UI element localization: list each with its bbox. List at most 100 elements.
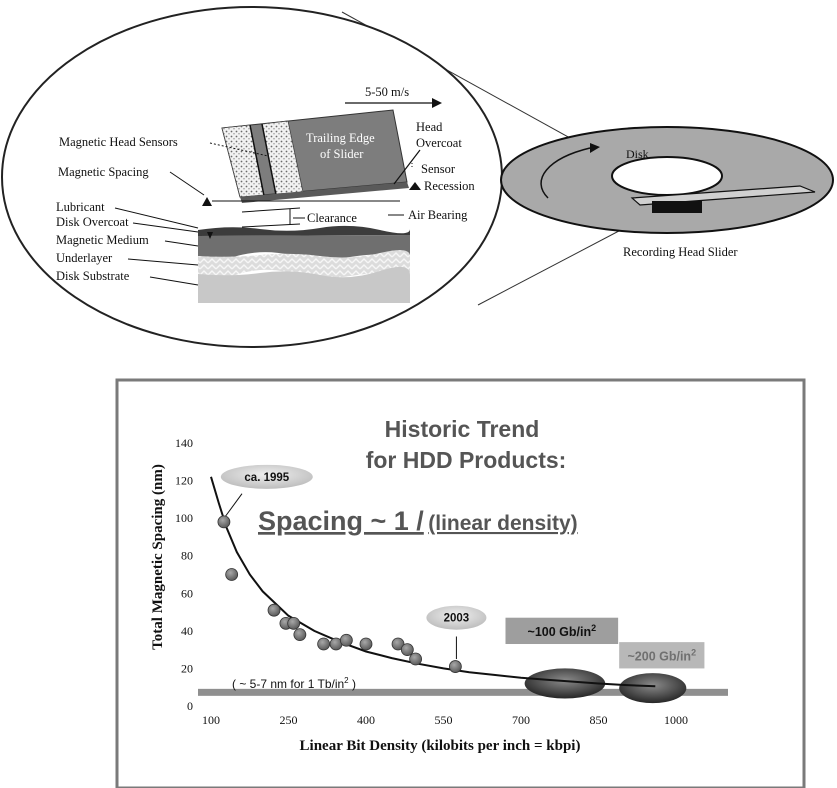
- data-point: [217, 515, 231, 529]
- disk-overcoat-label: Disk Overcoat: [56, 215, 129, 229]
- zoom-line-bottom: [477, 221, 637, 306]
- actuator-arm: [630, 185, 816, 206]
- x-tick-label: 850: [590, 713, 608, 727]
- underlayer-leader: [127, 258, 199, 266]
- disk-illustration: Disk: [500, 126, 834, 234]
- y-axis-label: Total Magnetic Spacing (nm): [150, 464, 166, 650]
- air-bearing-label: Air Bearing: [408, 208, 468, 222]
- spacing-leader: [169, 171, 205, 196]
- projection-box: [505, 617, 619, 645]
- x-tick-label: 400: [357, 713, 375, 727]
- disk-substrate-label: Disk Substrate: [56, 269, 130, 283]
- recession-label: Recession: [424, 179, 475, 193]
- formula-main: Spacing ~ 1 /: [258, 506, 424, 536]
- data-point: [225, 568, 239, 581]
- head-overcoat-label-2: Overcoat: [416, 136, 462, 150]
- recording-head-slider-label: Recording Head Slider: [623, 245, 738, 259]
- annotation-label: 2003: [444, 613, 470, 625]
- x-tick-label: 550: [435, 713, 453, 727]
- annotation-label: ca. 1995: [244, 472, 289, 484]
- disk-rotation-arrow-icon: [540, 147, 591, 199]
- projection-label-superscript: 2: [591, 623, 596, 633]
- magnetic-medium-label: Magnetic Medium: [56, 233, 149, 247]
- lubricant-layer: [198, 225, 410, 236]
- baseline-bar: [198, 688, 728, 696]
- data-point: [391, 637, 405, 651]
- data-point: [409, 652, 423, 666]
- formula-text: Spacing ~ 1 / (linear density): [258, 506, 578, 536]
- x-tick-label: 250: [280, 713, 298, 727]
- data-point: [359, 637, 373, 651]
- y-tick-label: 0: [187, 699, 193, 713]
- baseline-label-close: ): [349, 677, 356, 691]
- trend-curve: [210, 476, 656, 688]
- x-tick-label: 100: [202, 713, 220, 727]
- projection-ellipse: [524, 668, 606, 699]
- chart-title-line1: Historic Trend: [385, 416, 540, 442]
- sensor-gap-line-2: [261, 123, 277, 196]
- x-tick-label: 700: [512, 713, 530, 727]
- recession-arrow-icon: [409, 182, 421, 190]
- sensor-gap-line: [249, 124, 265, 197]
- slider-block: [652, 201, 702, 213]
- clearance-top: [241, 207, 301, 213]
- spacing-arrow-up-icon: [202, 197, 212, 206]
- slider: Trailing Edge of Slider: [221, 109, 409, 203]
- velocity-label: 5-50 m/s: [365, 85, 409, 99]
- y-tick-label: 20: [181, 661, 193, 675]
- projection-label: ~200 Gb/in2: [627, 647, 696, 663]
- projection-ellipse: [619, 673, 687, 704]
- substrate-layer: [198, 266, 410, 303]
- projection-box: [619, 642, 705, 669]
- chart-panel: 0 20 40 60 80 100 120 140 100 250 400 550 700 850 1000…: [115, 378, 806, 788]
- x-tick-label: 1000: [664, 713, 688, 727]
- data-point: [339, 633, 353, 647]
- projection-label-superscript: 2: [691, 647, 696, 657]
- sensors-leader: [209, 142, 269, 157]
- clearance-label: Clearance: [307, 211, 357, 225]
- disk-label: Disk: [626, 147, 649, 161]
- underlayer-layer: [198, 250, 410, 283]
- data-point: [448, 660, 462, 673]
- trailing-edge-label-2: of Slider: [320, 147, 364, 161]
- substrate-leader: [149, 276, 199, 286]
- y-tick-label: 100: [175, 511, 193, 525]
- y-tick-label: 120: [175, 474, 193, 488]
- annotation-bubble: [220, 464, 313, 489]
- x-axis-label: Linear Bit Density (kilobits per inch = …: [300, 738, 581, 754]
- head-overcoat-label-1: Head: [416, 120, 443, 134]
- trailing-edge-label-1: Trailing Edge: [306, 131, 375, 145]
- magnetic-medium-layer: [198, 235, 410, 263]
- chart-plot: 0 20 40 60 80 100 120 140 100 250 400 550 700 850 1000…: [175, 436, 728, 727]
- data-point: [267, 603, 281, 617]
- lubricant-leader: [114, 207, 199, 229]
- overcoat-leader: [393, 149, 421, 185]
- formula-tail: (linear density): [428, 512, 577, 535]
- lubricant-label: Lubricant: [56, 200, 105, 214]
- annotation-bubble: [426, 605, 487, 630]
- disk-hole: [611, 156, 723, 196]
- underlayer-label: Underlayer: [56, 251, 113, 265]
- annotation-pointer: [225, 493, 243, 517]
- y-tick-label: 40: [181, 624, 193, 638]
- data-point: [287, 616, 301, 630]
- chart-frame: [115, 378, 806, 788]
- velocity-arrowhead-icon: [432, 98, 442, 108]
- magnetic-spacing-label: Magnetic Spacing: [58, 165, 149, 179]
- y-tick-label: 140: [175, 436, 193, 450]
- y-tick-label: 60: [181, 586, 193, 600]
- baseline-label: ( ~ 5-7 nm for 1 Tb/in2 ): [232, 676, 356, 691]
- data-point: [293, 628, 307, 642]
- projection-label: ~100 Gb/in2: [528, 623, 597, 639]
- medium-leader: [164, 240, 199, 247]
- head-disk-diagram: Disk Recording Head Slider 5-50 m/s Trai…: [1, 6, 834, 348]
- arrow-head-icon: [590, 143, 600, 153]
- data-point: [400, 643, 414, 657]
- magnetic-head-sensors-label: Magnetic Head Sensors: [59, 135, 178, 149]
- chart-title-line2: for HDD Products:: [366, 447, 567, 473]
- data-point: [317, 637, 331, 651]
- head-overcoat-strip: [240, 182, 409, 203]
- baseline-label-superscript: 2: [344, 676, 349, 685]
- medium-arrow-down-icon: [207, 232, 213, 239]
